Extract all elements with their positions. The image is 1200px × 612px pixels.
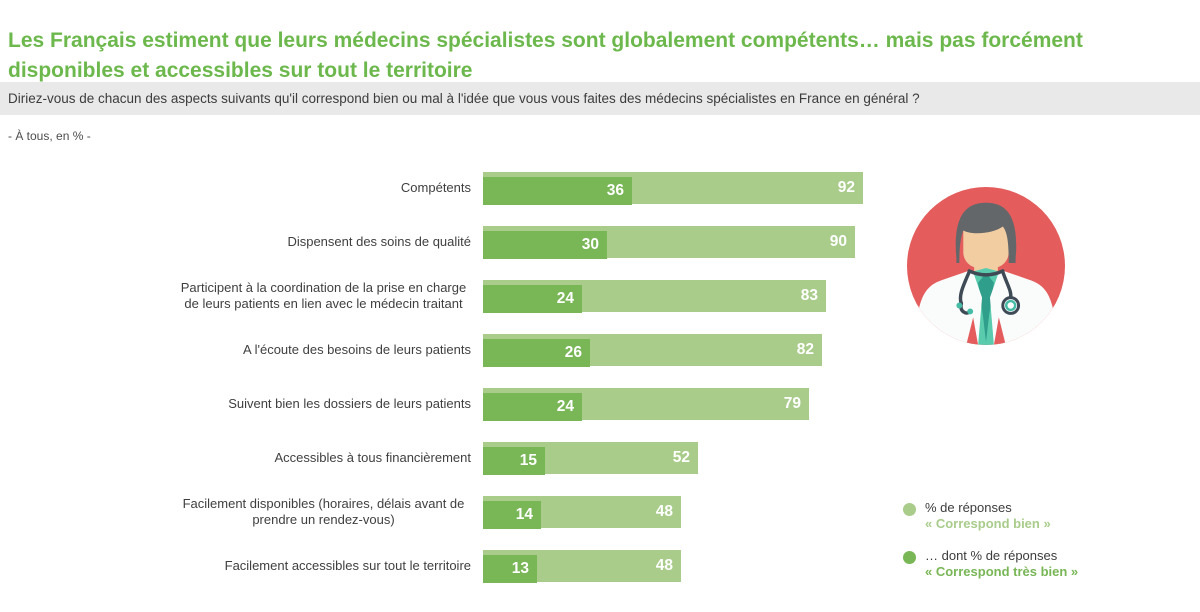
category-label: Participent à la coordination de la pris… xyxy=(180,279,467,311)
legend-swatch-light-green-icon xyxy=(903,503,916,516)
bar-value-correspond-bien: 79 xyxy=(783,394,801,412)
bar-correspond-tres-bien: 24 xyxy=(483,284,582,313)
bar-group: 83 24 xyxy=(483,279,1198,313)
category-label: Suivent bien les dossiers de leurs patie… xyxy=(228,395,471,411)
legend-label-line1: … dont % de réponses xyxy=(925,548,1058,563)
category-label-cell: Facilement accessibles sur tout le terri… xyxy=(0,558,483,574)
bar-value-correspond-tres-bien: 36 xyxy=(606,181,624,199)
bar-correspond-tres-bien: 14 xyxy=(483,500,541,529)
category-label-cell: A l'écoute des besoins de leurs patients xyxy=(0,342,483,358)
category-label-cell: Suivent bien les dossiers de leurs patie… xyxy=(0,396,483,412)
legend-label-line2: « Correspond très bien » xyxy=(925,564,1079,579)
population-note: - À tous, en % - xyxy=(8,129,91,143)
category-label: Dispensent des soins de qualité xyxy=(287,233,471,249)
bar-group: 92 36 xyxy=(483,171,1198,205)
bar-value-correspond-bien: 48 xyxy=(655,502,673,520)
category-label: Facilement disponibles (horaires, délais… xyxy=(182,495,465,527)
bar-group: 48 14 xyxy=(483,495,1198,529)
chart-row: Participent à la coordination de la pris… xyxy=(0,269,1200,323)
bar-value-correspond-bien: 83 xyxy=(800,286,818,304)
chart-row: A l'écoute des besoins de leurs patients… xyxy=(0,323,1200,377)
bar-value-correspond-bien: 90 xyxy=(829,232,847,250)
doctor-illustration xyxy=(907,187,1065,345)
category-label-cell: Dispensent des soins de qualité xyxy=(0,234,483,250)
question-banner: Diriez-vous de chacun des aspects suivan… xyxy=(0,82,1200,115)
bar-value-correspond-tres-bien: 24 xyxy=(556,289,574,307)
category-label-cell: Accessibles à tous financièrement xyxy=(0,450,483,466)
chart-row: Compétents 92 36 xyxy=(0,161,1200,215)
bar-group: 79 24 xyxy=(483,387,1198,421)
bar-group: 48 13 xyxy=(483,549,1198,583)
category-label-cell: Participent à la coordination de la pris… xyxy=(0,280,483,313)
chart-row: Dispensent des soins de qualité 90 30 xyxy=(0,215,1200,269)
bar-value-correspond-tres-bien: 15 xyxy=(519,451,537,469)
category-label-cell: Compétents xyxy=(0,180,483,196)
legend: % de réponses « Correspond bien » … dont… xyxy=(903,500,1078,596)
bar-value-correspond-bien: 92 xyxy=(837,178,855,196)
doctor-avatar xyxy=(907,187,1065,345)
legend-label-line2: « Correspond bien » xyxy=(925,516,1051,531)
category-label: Compétents xyxy=(400,179,471,195)
bar-group: 82 26 xyxy=(483,333,1198,367)
bar-value-correspond-tres-bien: 14 xyxy=(515,505,533,523)
doctor-hair xyxy=(955,202,1017,264)
legend-swatch-dark-green-icon xyxy=(903,551,916,564)
bar-value-correspond-tres-bien: 13 xyxy=(511,559,529,577)
category-label: Accessibles à tous financièrement xyxy=(274,449,471,465)
bar-value-correspond-bien: 82 xyxy=(796,340,814,358)
question-text: Diriez-vous de chacun des aspects suivan… xyxy=(8,91,920,106)
bar-value-correspond-tres-bien: 26 xyxy=(564,343,582,361)
bar-correspond-tres-bien: 24 xyxy=(483,392,582,421)
chart-row: Accessibles à tous financièrement 52 15 xyxy=(0,431,1200,485)
category-label: A l'écoute des besoins de leurs patients xyxy=(243,341,471,357)
chart-row: Facilement accessibles sur tout le terri… xyxy=(0,539,1200,593)
legend-item-correspond-bien: % de réponses « Correspond bien » xyxy=(903,500,1078,532)
bar-value-correspond-bien: 52 xyxy=(672,448,690,466)
bar-value-correspond-bien: 48 xyxy=(655,556,673,574)
bar-value-correspond-tres-bien: 24 xyxy=(556,397,574,415)
category-label: Facilement accessibles sur tout le terri… xyxy=(224,557,471,573)
bar-correspond-tres-bien: 30 xyxy=(483,230,607,259)
chart-row: Facilement disponibles (horaires, délais… xyxy=(0,485,1200,539)
bar-correspond-tres-bien: 15 xyxy=(483,446,545,475)
legend-label-line1: % de réponses xyxy=(925,500,1012,515)
bar-correspond-tres-bien: 13 xyxy=(483,554,537,583)
bar-correspond-tres-bien: 36 xyxy=(483,176,632,205)
legend-item-correspond-tres-bien: … dont % de réponses « Correspond très b… xyxy=(903,548,1078,580)
bar-group: 90 30 xyxy=(483,225,1198,259)
bar-group: 52 15 xyxy=(483,441,1198,475)
chart-row: Suivent bien les dossiers de leurs patie… xyxy=(0,377,1200,431)
bar-value-correspond-tres-bien: 30 xyxy=(581,235,599,253)
bar-correspond-tres-bien: 26 xyxy=(483,338,590,367)
doctor-tie xyxy=(978,272,994,343)
category-label-cell: Facilement disponibles (horaires, délais… xyxy=(0,496,483,529)
page-title: Les Français estiment que leurs médecins… xyxy=(8,29,1083,82)
